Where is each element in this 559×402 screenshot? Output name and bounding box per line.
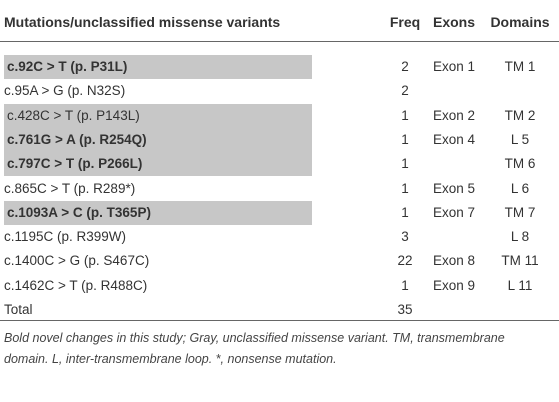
header-rule: [0, 41, 559, 42]
freq-cell: 1: [401, 277, 409, 293]
domain-cell: TM 2: [504, 107, 536, 123]
domain-cell: L 11: [507, 277, 533, 293]
variant-cell: Total: [4, 302, 33, 317]
variant-cell: c.1195C (p. R399W): [4, 229, 127, 245]
exon-cell: Exon 4: [433, 131, 476, 147]
variant-cell: c.1093A > C (p. T365P): [4, 200, 312, 225]
freq-cell: 2: [401, 83, 409, 99]
domain-cell: TM 6: [504, 156, 536, 172]
exon-cell: Exon 9: [433, 277, 476, 293]
exon-cell: Exon 5: [433, 180, 476, 196]
exon-cell: Exon 2: [433, 107, 476, 123]
domain-cell: TM 11: [501, 253, 539, 269]
freq-cell: 1: [401, 180, 409, 196]
variant-cell: c.797C > T (p. P266L): [4, 152, 312, 177]
variant-cell: c.865C > T (p. R289*): [4, 180, 136, 196]
domain-cell: L 8: [510, 229, 530, 245]
bottom-rule: [0, 320, 559, 321]
domain-cell: L 5: [510, 131, 530, 147]
freq-cell: 1: [401, 204, 409, 220]
freq-cell: 35: [397, 302, 413, 317]
freq-cell: 3: [401, 229, 409, 245]
freq-cell: 22: [397, 253, 413, 269]
variant-cell: c.1462C > T (p. R488C): [4, 277, 148, 293]
variant-cell: c.1400C > G (p. S467C): [4, 253, 150, 269]
domain-cell: TM 1: [504, 59, 536, 74]
freq-cell: 1: [401, 131, 409, 147]
freq-cell: 1: [401, 156, 409, 172]
column-header: Domains: [490, 14, 550, 30]
footnote: Bold novel changes in this study; Gray, …: [4, 331, 505, 366]
freq-cell: 1: [401, 107, 409, 123]
variant-cell: c.428C > T (p. P143L): [4, 103, 312, 128]
domain-cell: TM 7: [504, 204, 536, 220]
freq-cell: 2: [401, 59, 409, 74]
exon-cell: Exon 8: [433, 253, 476, 269]
variant-cell: c.95A > G (p. N32S): [4, 83, 126, 99]
exon-cell: Exon 1: [433, 59, 476, 74]
exon-cell: Exon 7: [433, 204, 476, 220]
column-header: Freq: [389, 14, 421, 30]
variant-cell: c.761G > A (p. R254Q): [4, 127, 312, 152]
column-header: Mutations/unclassified missense variants: [4, 14, 281, 30]
variant-cell: c.92C > T (p. P31L): [4, 55, 312, 79]
column-header: Exons: [433, 14, 476, 30]
domain-cell: L 6: [510, 180, 530, 196]
